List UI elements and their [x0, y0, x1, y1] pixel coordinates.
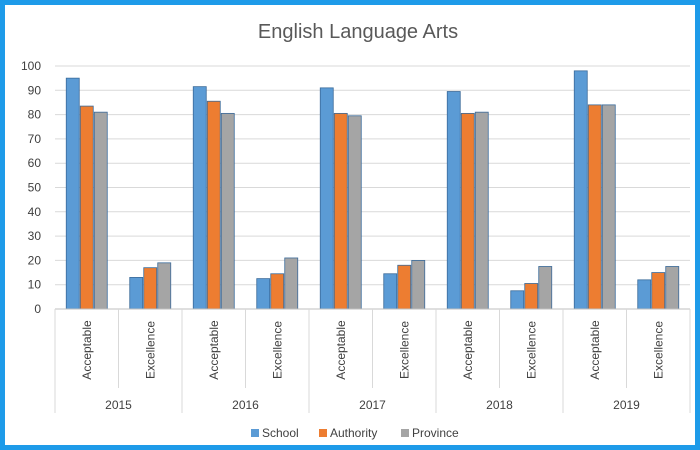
- bar-authority-2019-acceptable: [587, 104, 602, 310]
- x-axis: Acceptable Excellence 2015 Acceptable Excell…: [54, 308, 691, 413]
- y-tick-label: 10: [28, 278, 42, 292]
- group-label: 2018: [486, 398, 513, 412]
- bar-province-2019-acceptable: [601, 104, 616, 310]
- bar-authority-2016-excellence: [270, 273, 285, 310]
- y-tick-label: 70: [28, 132, 42, 146]
- bar-school-2015-excellence: [129, 277, 144, 310]
- x-tick-label: Excellence: [143, 321, 157, 379]
- group-label: 2019: [613, 398, 640, 412]
- bar-school-2016-acceptable: [192, 86, 207, 310]
- bar-province-2015-excellence: [157, 262, 172, 310]
- y-tick-label: 30: [28, 229, 42, 243]
- y-tick-label: 0: [34, 302, 41, 316]
- y-tick-label: 40: [28, 205, 42, 219]
- bar-authority-2017-excellence: [397, 264, 412, 310]
- legend-swatch-province: [401, 429, 409, 437]
- y-tick-label: 60: [28, 156, 42, 170]
- bar-province-2018-excellence: [538, 266, 553, 310]
- bar-authority-2015-excellence: [143, 267, 158, 310]
- y-tick-label: 90: [28, 83, 42, 97]
- bar-school-2018-excellence: [510, 290, 525, 310]
- x-tick-label: Excellence: [270, 321, 284, 379]
- bar-school-2018-acceptable: [446, 91, 461, 310]
- bar-school-2017-acceptable: [319, 87, 334, 310]
- x-tick-label: Acceptable: [588, 320, 602, 380]
- bar-authority-2019-excellence: [651, 272, 666, 310]
- bar-school-2016-excellence: [256, 278, 271, 310]
- y-tick-label: 100: [21, 59, 41, 73]
- bar-school-2015-acceptable: [65, 77, 80, 310]
- bar-authority-2018-excellence: [524, 283, 539, 310]
- bar-province-2017-excellence: [411, 259, 426, 310]
- legend-swatch-authority: [319, 429, 327, 437]
- bar-school-2019-excellence: [637, 279, 652, 310]
- y-axis: 0 10 20 30 40 50 60 70 80 90 100: [21, 59, 41, 316]
- x-tick-label: Acceptable: [461, 320, 475, 380]
- x-tick-label: Acceptable: [334, 320, 348, 380]
- y-tick-label: 20: [28, 253, 42, 267]
- bar-authority-2018-acceptable: [460, 112, 475, 310]
- bar-province-2016-acceptable: [220, 112, 235, 310]
- x-tick-label: Excellence: [651, 321, 665, 379]
- bar-province-2015-acceptable: [93, 111, 108, 310]
- bar-authority-2017-acceptable: [333, 112, 348, 310]
- group-label: 2017: [359, 398, 386, 412]
- bar-authority-2016-acceptable: [206, 100, 221, 310]
- bars: [65, 70, 680, 310]
- legend: School Authority Province: [251, 426, 459, 440]
- bar-school-2019-acceptable: [573, 70, 588, 310]
- bar-school-2017-excellence: [383, 273, 398, 310]
- legend-label-authority: Authority: [330, 426, 377, 440]
- y-tick-label: 80: [28, 108, 42, 122]
- bar-province-2017-acceptable: [347, 115, 362, 310]
- legend-swatch-school: [251, 429, 259, 437]
- x-tick-label: Acceptable: [207, 320, 221, 380]
- bar-province-2016-excellence: [284, 257, 299, 310]
- x-tick-label: Excellence: [524, 321, 538, 379]
- bar-authority-2015-acceptable: [79, 105, 94, 310]
- x-tick-label: Excellence: [397, 321, 411, 379]
- legend-label-province: Province: [412, 426, 459, 440]
- x-tick-label: Acceptable: [80, 320, 94, 380]
- group-label: 2015: [105, 398, 132, 412]
- group-label: 2016: [232, 398, 259, 412]
- bar-province-2019-excellence: [665, 266, 680, 310]
- legend-label-school: School: [262, 426, 299, 440]
- bar-province-2018-acceptable: [474, 111, 489, 310]
- y-tick-label: 50: [28, 181, 42, 195]
- chart-title: English Language Arts: [258, 21, 458, 43]
